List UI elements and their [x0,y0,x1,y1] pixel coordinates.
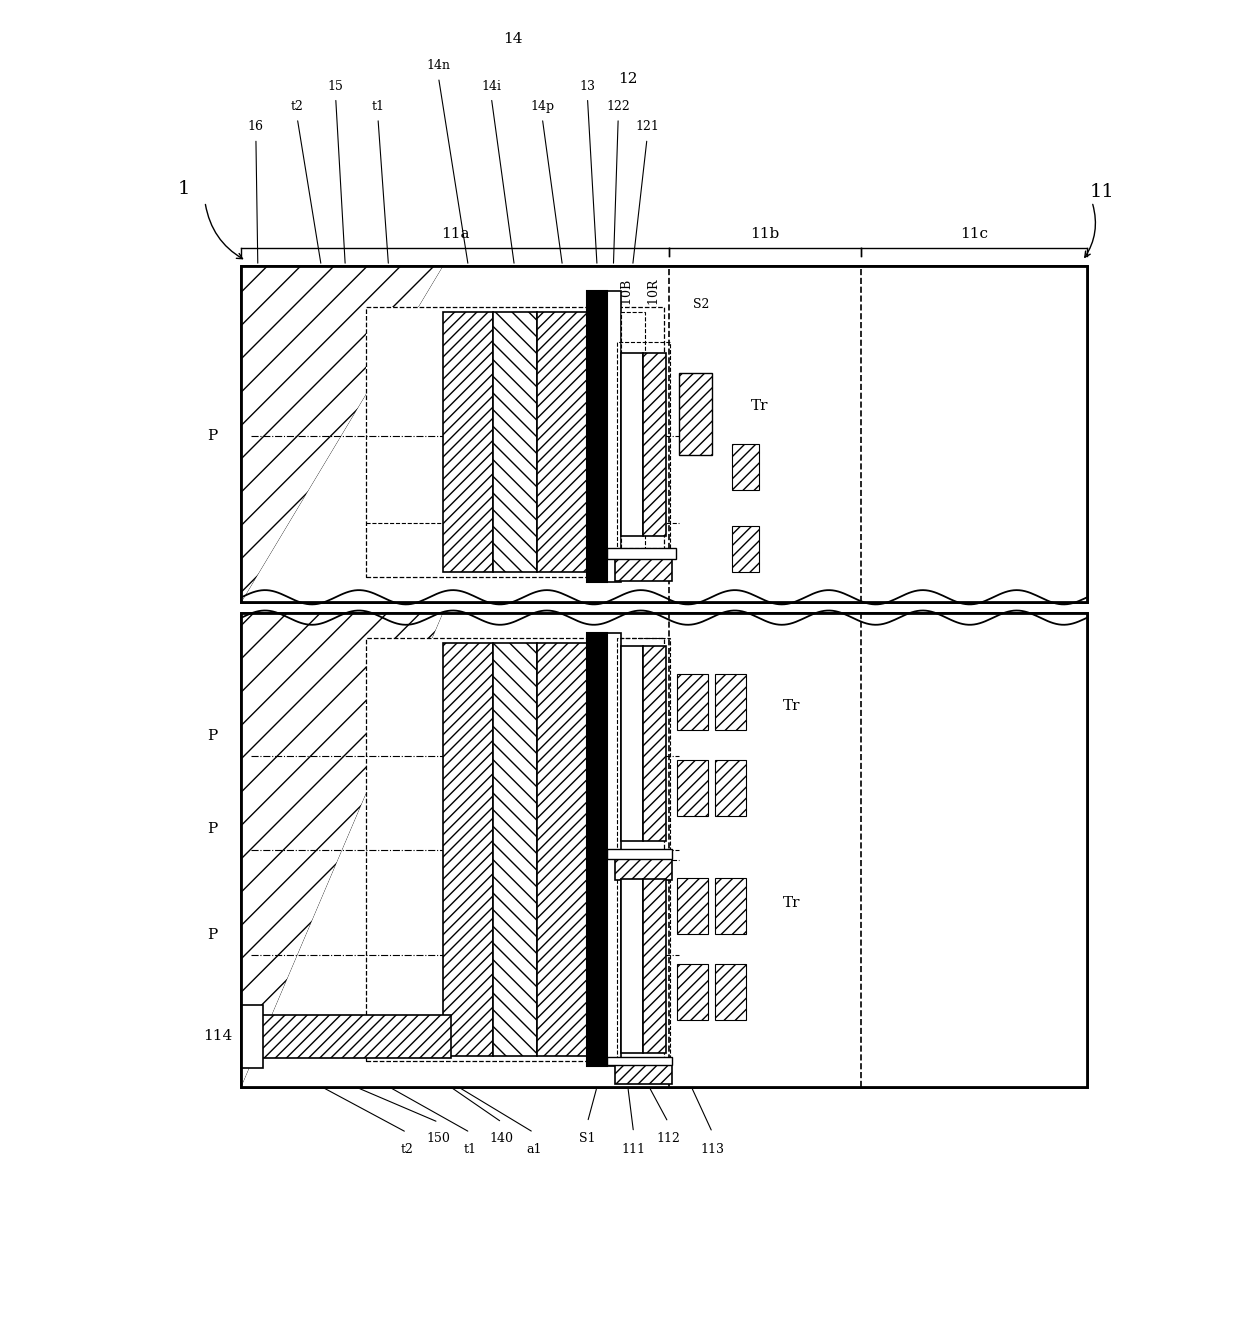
Bar [537,311,588,572]
Text: 11c: 11c [960,228,988,241]
Bar [259,1016,451,1058]
Text: S1: S1 [579,1132,595,1145]
Bar [678,373,712,454]
Text: 1: 1 [177,180,190,199]
Bar [494,643,537,1057]
Bar [537,643,588,1057]
Bar [618,869,670,1059]
Bar [715,964,746,1021]
Bar [588,291,606,583]
Bar [367,307,665,577]
Bar [606,849,672,859]
Polygon shape [670,266,1087,602]
Polygon shape [242,266,444,602]
Text: a2: a2 [583,1004,598,1017]
Bar [606,1057,672,1066]
Bar [615,854,672,880]
Bar [644,352,666,536]
Text: 11: 11 [1089,183,1114,200]
Bar [621,879,644,1053]
Text: 110B: 110B [620,278,632,311]
Bar [588,633,606,1066]
Bar [606,548,676,559]
Bar [621,311,645,556]
Polygon shape [242,613,670,1087]
Text: Tr: Tr [782,896,800,910]
Bar [242,266,1087,602]
Text: P: P [207,429,217,444]
Text: 110R: 110R [646,278,660,311]
Text: 112: 112 [656,1132,680,1145]
Bar [242,266,1087,602]
Bar [715,760,746,817]
Polygon shape [242,266,670,602]
Bar [615,552,672,581]
Bar [242,613,1087,1087]
Bar [715,878,746,933]
Bar [606,633,621,1066]
Bar [242,613,1087,1087]
Bar [494,311,537,572]
Bar [242,1005,263,1068]
Bar [732,526,759,572]
Bar [242,266,1087,602]
Text: 12: 12 [619,73,639,86]
Text: 150: 150 [427,1132,450,1145]
Text: P: P [207,928,217,941]
Bar [444,643,494,1057]
Text: 16: 16 [248,120,264,134]
Bar [618,343,670,548]
Bar [677,674,708,730]
Bar [677,964,708,1021]
Bar [732,445,759,490]
Bar [677,760,708,817]
Bar [242,266,1087,602]
Bar [242,613,1087,1087]
Text: a1: a1 [526,1143,542,1156]
Text: 15: 15 [327,79,343,93]
Bar [621,352,644,536]
Text: 14i: 14i [481,79,501,93]
Bar [444,311,494,572]
Text: 111: 111 [621,1143,646,1156]
Bar [677,878,708,933]
Polygon shape [670,266,1087,602]
Text: 140: 140 [490,1132,513,1145]
Bar [644,646,666,841]
Text: 114: 114 [202,1029,232,1042]
Bar [644,879,666,1053]
Bar [621,646,644,841]
Text: 13: 13 [579,79,595,93]
Text: P: P [207,822,217,837]
Bar [367,638,665,1061]
Text: t2: t2 [291,101,304,113]
Text: 14n: 14n [427,60,450,73]
Bar [367,638,665,1061]
Text: 14: 14 [503,32,523,45]
Bar [615,1059,672,1083]
Bar [367,307,665,577]
Text: t2: t2 [401,1143,413,1156]
Text: t1: t1 [464,1143,476,1156]
Polygon shape [670,266,862,602]
Text: S2: S2 [693,298,709,311]
Text: 11b: 11b [750,228,780,241]
Bar [715,674,746,730]
Bar [606,291,621,583]
Text: P: P [207,730,217,743]
Polygon shape [670,613,1087,1087]
Bar [242,613,1087,1087]
Text: 122: 122 [606,101,630,113]
Text: 113: 113 [701,1143,724,1156]
Text: Tr: Tr [751,399,769,413]
Polygon shape [242,613,444,1087]
Text: 121: 121 [635,120,658,134]
Text: Tr: Tr [782,699,800,714]
Text: t1: t1 [372,101,384,113]
Text: 11a: 11a [441,228,470,241]
Bar [618,638,670,851]
Text: 14p: 14p [531,101,554,113]
